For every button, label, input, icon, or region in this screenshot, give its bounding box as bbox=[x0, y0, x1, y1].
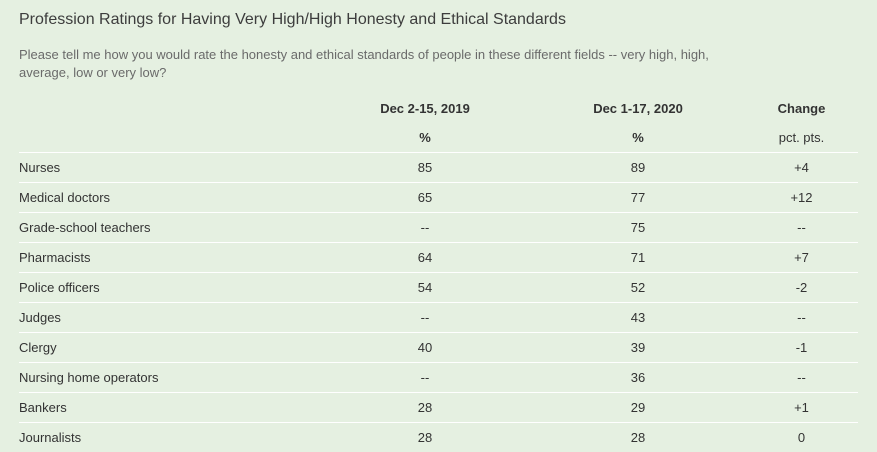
unit-change: pct. pts. bbox=[745, 122, 858, 153]
value-change: +7 bbox=[745, 243, 858, 273]
value-2020: 28 bbox=[531, 423, 745, 452]
chart-title: Profession Ratings for Having Very High/… bbox=[19, 11, 566, 29]
value-change: 0 bbox=[745, 423, 858, 452]
value-2019: 28 bbox=[319, 423, 531, 452]
value-2019: 54 bbox=[319, 273, 531, 303]
value-2020: 39 bbox=[531, 333, 745, 363]
table-row: Judges--43-- bbox=[19, 303, 858, 333]
row-label: Journalists bbox=[19, 423, 319, 452]
value-2019: -- bbox=[319, 363, 531, 393]
unit-blank bbox=[19, 122, 319, 153]
value-change: +12 bbox=[745, 183, 858, 213]
value-change: -2 bbox=[745, 273, 858, 303]
value-2020: 52 bbox=[531, 273, 745, 303]
row-label: Nursing home operators bbox=[19, 363, 319, 393]
value-2019: -- bbox=[319, 303, 531, 333]
value-change: -1 bbox=[745, 333, 858, 363]
row-label: Pharmacists bbox=[19, 243, 319, 273]
unit-2019: % bbox=[319, 122, 531, 153]
row-label: Grade-school teachers bbox=[19, 213, 319, 243]
value-2019: 28 bbox=[319, 393, 531, 423]
value-2019: 64 bbox=[319, 243, 531, 273]
header-blank bbox=[19, 94, 319, 122]
chart-subtitle: Please tell me how you would rate the ho… bbox=[19, 46, 719, 82]
column-header-2020: Dec 1-17, 2020 bbox=[531, 94, 745, 122]
value-2020: 89 bbox=[531, 153, 745, 183]
value-2019: 40 bbox=[319, 333, 531, 363]
value-change: +4 bbox=[745, 153, 858, 183]
row-label: Police officers bbox=[19, 273, 319, 303]
column-header-change: Change bbox=[745, 94, 858, 122]
ratings-table: Dec 2-15, 2019 Dec 1-17, 2020 Change % %… bbox=[19, 94, 858, 452]
row-label: Nurses bbox=[19, 153, 319, 183]
row-label: Medical doctors bbox=[19, 183, 319, 213]
table-row: Grade-school teachers--75-- bbox=[19, 213, 858, 243]
header-row-periods: Dec 2-15, 2019 Dec 1-17, 2020 Change bbox=[19, 94, 858, 122]
column-header-2019: Dec 2-15, 2019 bbox=[319, 94, 531, 122]
value-2020: 77 bbox=[531, 183, 745, 213]
value-change: -- bbox=[745, 363, 858, 393]
value-2020: 71 bbox=[531, 243, 745, 273]
value-change: -- bbox=[745, 213, 858, 243]
value-2019: 65 bbox=[319, 183, 531, 213]
value-change: +1 bbox=[745, 393, 858, 423]
row-label: Judges bbox=[19, 303, 319, 333]
table-row: Nursing home operators--36-- bbox=[19, 363, 858, 393]
value-2020: 75 bbox=[531, 213, 745, 243]
header-row-units: % % pct. pts. bbox=[19, 122, 858, 153]
value-change: -- bbox=[745, 303, 858, 333]
value-2019: 85 bbox=[319, 153, 531, 183]
unit-2020: % bbox=[531, 122, 745, 153]
value-2019: -- bbox=[319, 213, 531, 243]
row-label: Clergy bbox=[19, 333, 319, 363]
value-2020: 29 bbox=[531, 393, 745, 423]
value-2020: 36 bbox=[531, 363, 745, 393]
value-2020: 43 bbox=[531, 303, 745, 333]
row-label: Bankers bbox=[19, 393, 319, 423]
